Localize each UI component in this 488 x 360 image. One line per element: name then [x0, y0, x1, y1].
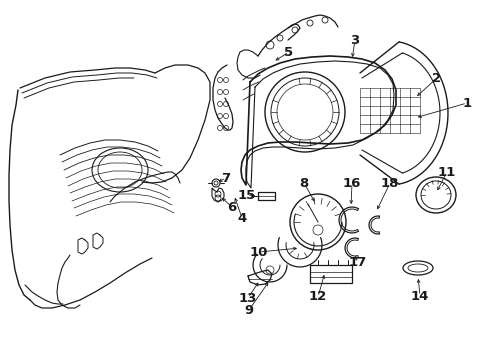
Text: 15: 15 — [237, 189, 256, 202]
Text: 5: 5 — [284, 45, 293, 59]
Text: 3: 3 — [350, 33, 359, 46]
Text: 8: 8 — [299, 176, 308, 189]
Text: 13: 13 — [238, 292, 257, 305]
Text: 11: 11 — [437, 166, 455, 179]
Text: 10: 10 — [249, 246, 267, 258]
Text: 1: 1 — [462, 96, 470, 109]
Text: 7: 7 — [221, 171, 230, 185]
Text: 2: 2 — [431, 72, 441, 85]
Text: 12: 12 — [308, 291, 326, 303]
Text: 4: 4 — [237, 212, 246, 225]
Text: 9: 9 — [244, 303, 253, 316]
Text: 18: 18 — [380, 176, 398, 189]
Text: 14: 14 — [410, 289, 428, 302]
Text: 6: 6 — [227, 201, 236, 213]
Text: 17: 17 — [348, 256, 366, 270]
Bar — [309, 265, 351, 283]
Text: 16: 16 — [342, 176, 361, 189]
